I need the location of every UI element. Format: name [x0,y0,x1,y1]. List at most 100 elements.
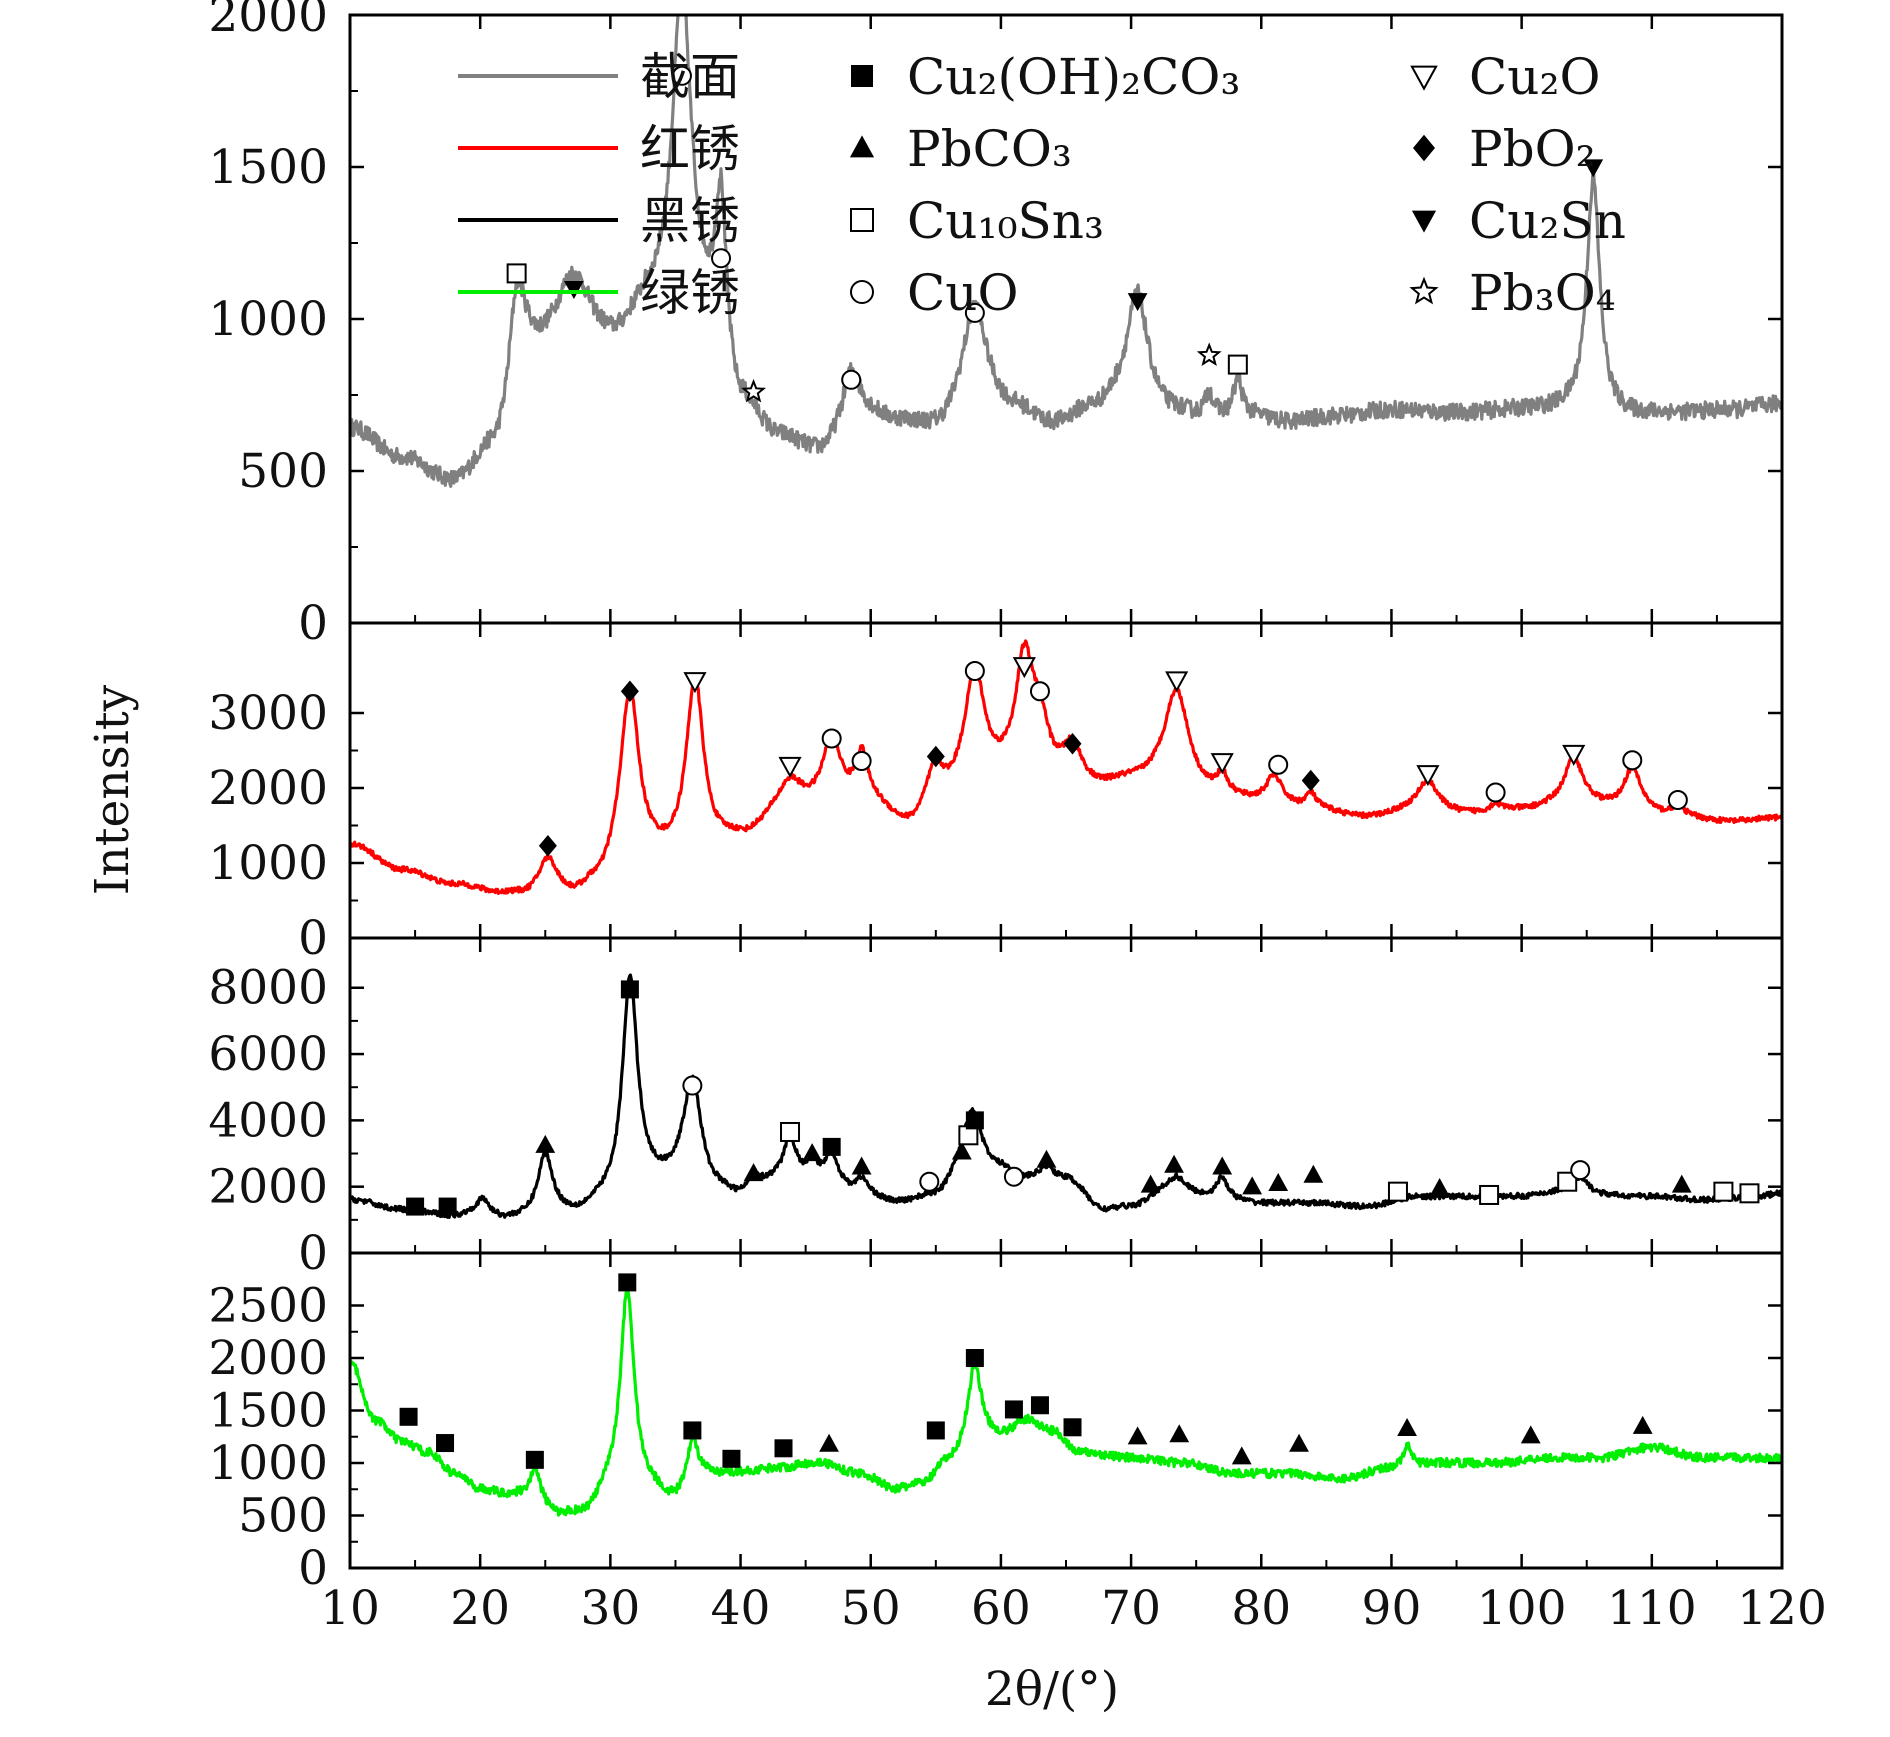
peak-marker [1036,1149,1057,1168]
legend-series-label: 红锈 [640,120,740,178]
y-tick-label: 1000 [208,1436,328,1491]
legend-phase-label: Pb₃O₄ [1469,264,1616,322]
peak-marker [743,1163,764,1182]
peak-marker [1164,1154,1184,1173]
legend-phase-label: PbCO₃ [907,120,1072,178]
peak-marker [1671,1174,1692,1193]
series-line [350,973,1782,1219]
peak-marker [682,1075,703,1096]
x-tick-label: 120 [1737,1581,1827,1636]
peak-marker [1063,1418,1082,1437]
x-tick-label: 110 [1607,1581,1697,1636]
x-tick-label: 50 [841,1581,901,1636]
peak-marker [436,1434,455,1453]
legend-series-label: 绿锈 [640,264,740,322]
y-tick-label: 500 [238,444,328,499]
peak-marker [1713,1181,1734,1202]
peak-marker [851,1156,872,1175]
legend-marker [1413,134,1435,162]
peak-marker [1268,754,1289,775]
peak-marker [1003,1166,1024,1187]
peak-marker [741,378,767,403]
y-tick-label: 2000 [208,761,328,816]
peak-marker [620,680,639,703]
peak-marker [1268,1173,1289,1192]
legend-series-label: 黑锈 [640,192,740,250]
panel-frame [348,1251,1784,1570]
panel-frame [348,936,1784,1255]
y-tick-label: 0 [298,596,328,651]
peak-marker [535,1134,556,1153]
peak-marker [1557,1171,1578,1192]
y-tick-label: 2500 [208,1279,328,1334]
panel-3: 0 2000 4000 6000 8000 [208,936,1784,1281]
x-axis-title: 2θ/(°) [985,1662,1119,1717]
peak-marker [819,1433,839,1452]
peak-marker [965,1349,984,1367]
peak-marker [711,248,732,269]
peak-marker [1289,1433,1309,1452]
peak-marker [965,1111,984,1130]
series-line [350,639,1782,895]
peak-marker [778,756,802,778]
peak-marker [399,1407,418,1426]
peak-marker [1227,354,1248,375]
legend-marker [849,135,875,158]
peak-marker [1520,1425,1541,1444]
y-tick-label: 4000 [208,1093,328,1148]
peak-marker [1231,1446,1252,1465]
x-tick-label: 70 [1101,1581,1161,1636]
peak-marker [1165,671,1189,693]
peak-marker [774,1439,793,1458]
peak-marker [1127,293,1148,312]
peak-marker [1242,1176,1263,1195]
peak-marker [780,1121,801,1142]
peak-marker [1301,769,1320,792]
y-tick-label: 500 [238,1489,328,1544]
peak-marker [964,661,985,681]
x-tick-label: 30 [580,1581,640,1636]
x-axis: 10 20 30 40 50 60 70 80 90 100 110 120 [320,1581,1827,1636]
x-tick-label: 100 [1477,1581,1567,1636]
x-tick-label: 90 [1362,1581,1422,1636]
peak-marker [1622,750,1643,771]
legend-marker [850,280,874,304]
legend-phase-label: Cu₂Sn [1469,192,1626,250]
peak-marker [1570,1160,1591,1181]
legend-series-label: 截面 [640,48,740,106]
peak-marker [1169,1424,1190,1443]
legend-phase-label: Cu₂(OH)₂CO₃ [907,48,1240,106]
y-tick-label: 1500 [208,140,328,195]
y-tick-label: 8000 [208,961,328,1016]
y-tick-label: 1000 [208,836,328,891]
peak-marker [841,369,862,390]
peak-marker [683,672,707,694]
legend-phase-label: PbO₂ [1469,120,1596,178]
panel-1: 0 500 1000 1500 2000 [208,0,1784,651]
peak-marker [822,1137,841,1156]
panel-frame [348,621,1784,940]
x-tick-label: 60 [971,1581,1031,1636]
y-tick-label: 3000 [208,686,328,741]
legend-marker [1411,210,1437,233]
peak-marker [722,1449,741,1468]
peak-marker [1485,782,1506,803]
y-tick-label: 2000 [208,1160,328,1215]
peak-marker [1632,1415,1653,1434]
peak-marker [1030,1396,1049,1415]
peak-marker [926,745,945,768]
peak-marker [964,302,985,323]
peak-marker [671,65,692,86]
legend-phase-label: Cu₁₀Sn₃ [907,192,1104,250]
peak-marker [506,263,527,284]
peak-marker [1479,1184,1500,1205]
peak-marker [564,280,584,299]
peak-marker [438,1197,457,1216]
peak-marker [406,1197,425,1216]
peak-marker [926,1421,945,1440]
peak-marker [1029,681,1050,702]
y-tick-label: 0 [298,1541,328,1596]
